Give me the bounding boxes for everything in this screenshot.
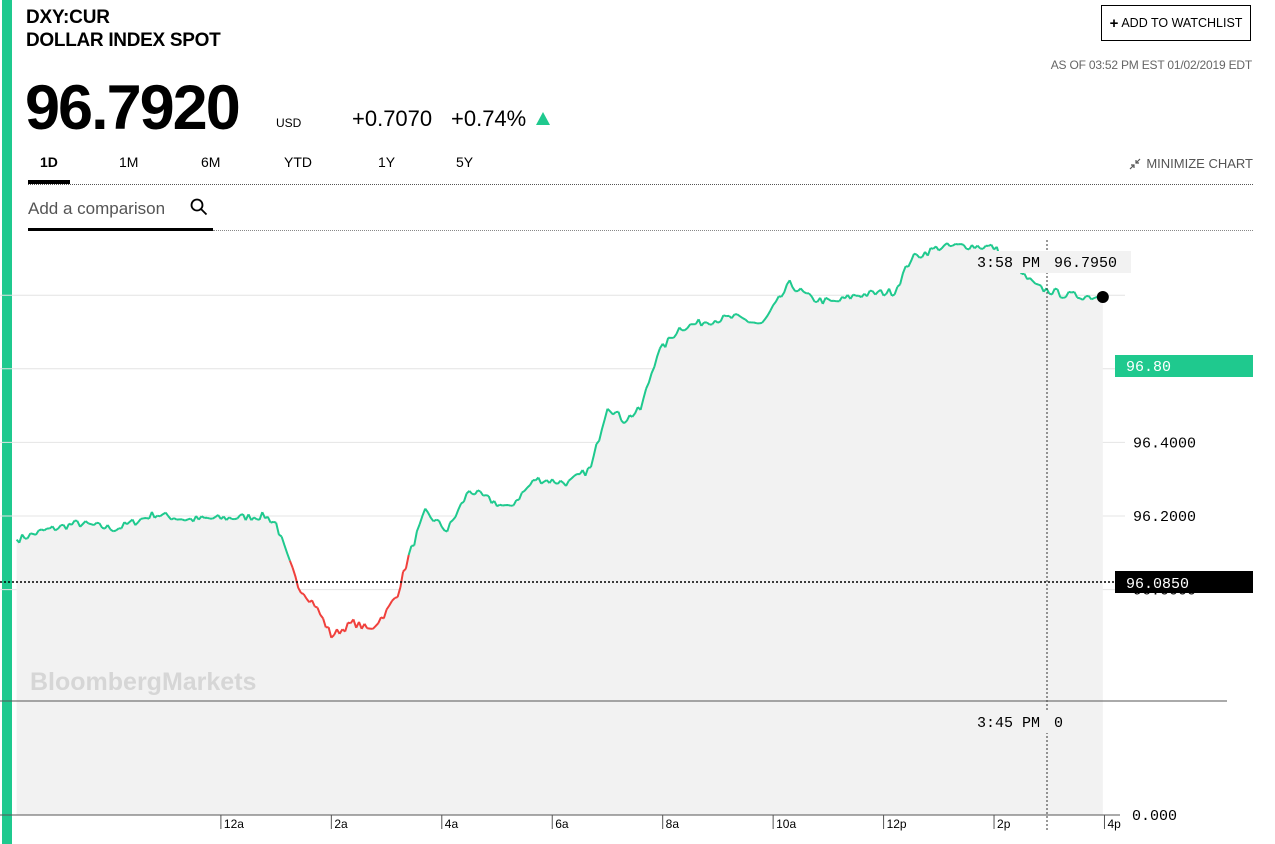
x-tick-label: 6a: [555, 817, 569, 831]
price-change-percent: +0.74%: [451, 106, 527, 131]
crosshair-tooltip: [962, 251, 1131, 273]
x-tick-label: 4a: [445, 817, 459, 831]
previous-close-label: 96.0850: [1126, 576, 1189, 593]
minimize-chart-label: MINIMIZE CHART: [1146, 156, 1253, 171]
series-line-up: [15, 242, 1104, 562]
accent-bar: [2, 0, 12, 844]
chart-watermark: BloombergMarkets: [30, 668, 256, 696]
last-value-badge: [1115, 355, 1253, 377]
x-tick-label: 8a: [666, 817, 680, 831]
previous-close-badge: [1115, 571, 1253, 593]
tab-1d[interactable]: 1D: [40, 154, 58, 170]
comparison-divider: [213, 230, 1253, 231]
range-tabs: 1D 1M 6M YTD 1Y 5Y MINIMIZE CHART: [28, 146, 1253, 185]
series-line-down: [288, 554, 410, 639]
active-tab-indicator: [28, 180, 70, 184]
volume-tooltip: [962, 711, 1070, 733]
x-tick-label: 12p: [887, 817, 907, 831]
search-icon[interactable]: [190, 198, 208, 216]
y-tick-label: 96.4000: [1133, 435, 1196, 452]
volume-value: 0: [1054, 715, 1063, 732]
add-to-watchlist-button[interactable]: + ADD TO WATCHLIST: [1101, 5, 1251, 41]
price: 96.7920: [25, 73, 241, 143]
last-value-label: 96.80: [1126, 359, 1171, 376]
up-arrow-icon: [536, 112, 550, 125]
security-name: DOLLAR INDEX SPOT: [26, 30, 221, 51]
minimize-icon: [1129, 158, 1141, 169]
tab-1y[interactable]: 1Y: [378, 154, 396, 170]
x-tick-label: 2a: [334, 817, 348, 831]
tab-ytd[interactable]: YTD: [284, 154, 312, 170]
y-tick-label: 96.2000: [1133, 509, 1196, 526]
price-change: +0.7070: [352, 106, 433, 131]
x-tick-label: 12a: [224, 817, 244, 831]
currency: USD: [276, 116, 302, 130]
x-tick-label: 10a: [776, 817, 796, 831]
crosshair-value: 96.7950: [1054, 255, 1117, 272]
plus-icon: +: [1109, 14, 1119, 32]
minimize-chart-button[interactable]: MINIMIZE CHART: [1128, 156, 1253, 171]
ticker-symbol: DXY:CUR: [26, 7, 110, 28]
last-price-marker: [1096, 291, 1109, 304]
chart-area-fill: [16, 243, 1103, 816]
comparison-search: [28, 196, 213, 231]
volume-axis-label: 0.000: [1132, 808, 1177, 825]
x-tick-label: 4p: [1107, 817, 1121, 831]
as-of-timestamp: AS OF 03:52 PM EST 01/02/2019 EDT: [1050, 58, 1252, 72]
x-axis: 12a 2a 4a 6a 8a 10a 12p 2p 4p: [220, 815, 1121, 831]
volume-time: 3:45 PM: [977, 715, 1040, 732]
comparison-input[interactable]: [28, 196, 183, 222]
tab-5y[interactable]: 5Y: [456, 154, 474, 170]
crosshair-time: 3:58 PM: [977, 255, 1040, 272]
x-tick-label: 2p: [997, 817, 1011, 831]
watchlist-label: ADD TO WATCHLIST: [1121, 16, 1243, 30]
tab-1m[interactable]: 1M: [119, 154, 139, 170]
tab-6m[interactable]: 6M: [201, 154, 221, 170]
